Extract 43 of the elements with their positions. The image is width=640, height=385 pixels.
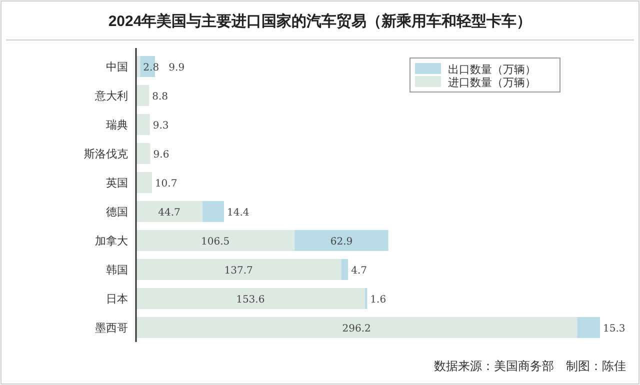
- y-tick-label: 日本: [106, 292, 128, 306]
- data-label: 9.9: [168, 62, 185, 74]
- data-label: 106.5: [201, 236, 230, 248]
- y-tick-label: 韩国: [106, 264, 128, 276]
- data-label: 137.7: [224, 266, 253, 276]
- y-tick-label: 斯洛伐克: [84, 148, 128, 160]
- legend-label: 出口数量（万辆）: [448, 63, 536, 76]
- bar: [136, 143, 150, 164]
- legend-label: 进口数量（万辆）: [448, 76, 536, 89]
- bar: [136, 114, 150, 135]
- data-label: 10.7: [154, 178, 178, 190]
- data-label: 15.3: [603, 324, 626, 334]
- data-label: 9.6: [153, 150, 170, 160]
- bar: [136, 259, 342, 280]
- data-label: 1.6: [370, 294, 386, 306]
- bar: [136, 201, 203, 222]
- data-label: 14.4: [227, 208, 250, 218]
- data-label: 153.6: [236, 294, 265, 306]
- bar: [136, 317, 578, 338]
- y-tick-label: 墨西哥: [95, 322, 128, 334]
- data-label: 2.8: [143, 62, 160, 74]
- bar: [136, 230, 295, 251]
- bar: [136, 288, 365, 309]
- data-label: 9.3: [152, 120, 169, 132]
- bar: [136, 85, 150, 106]
- y-tick-label: 加拿大: [95, 234, 128, 248]
- chart-title: 2024年美国与主要进口国家的汽车贸易（新乘用车和轻型卡车）: [108, 12, 532, 30]
- data-label: 44.7: [158, 208, 180, 218]
- bar: [294, 230, 388, 251]
- bar: [577, 317, 600, 338]
- data-label: 4.7: [351, 266, 368, 276]
- data-label: 296.2: [342, 324, 371, 334]
- source-note: 数据来源：美国商务部 制图：陈佳: [434, 359, 626, 373]
- bar: [202, 201, 224, 222]
- y-tick-label: 英国: [106, 176, 128, 190]
- bar: [341, 259, 348, 280]
- y-tick-label: 中国: [106, 60, 128, 74]
- data-label: 62.9: [330, 236, 353, 248]
- y-tick-label: 瑞典: [106, 118, 128, 132]
- y-tick-label: 德国: [106, 206, 128, 218]
- bar: [136, 172, 152, 193]
- data-label: 8.8: [152, 92, 168, 102]
- y-tick-label: 意大利: [94, 90, 128, 102]
